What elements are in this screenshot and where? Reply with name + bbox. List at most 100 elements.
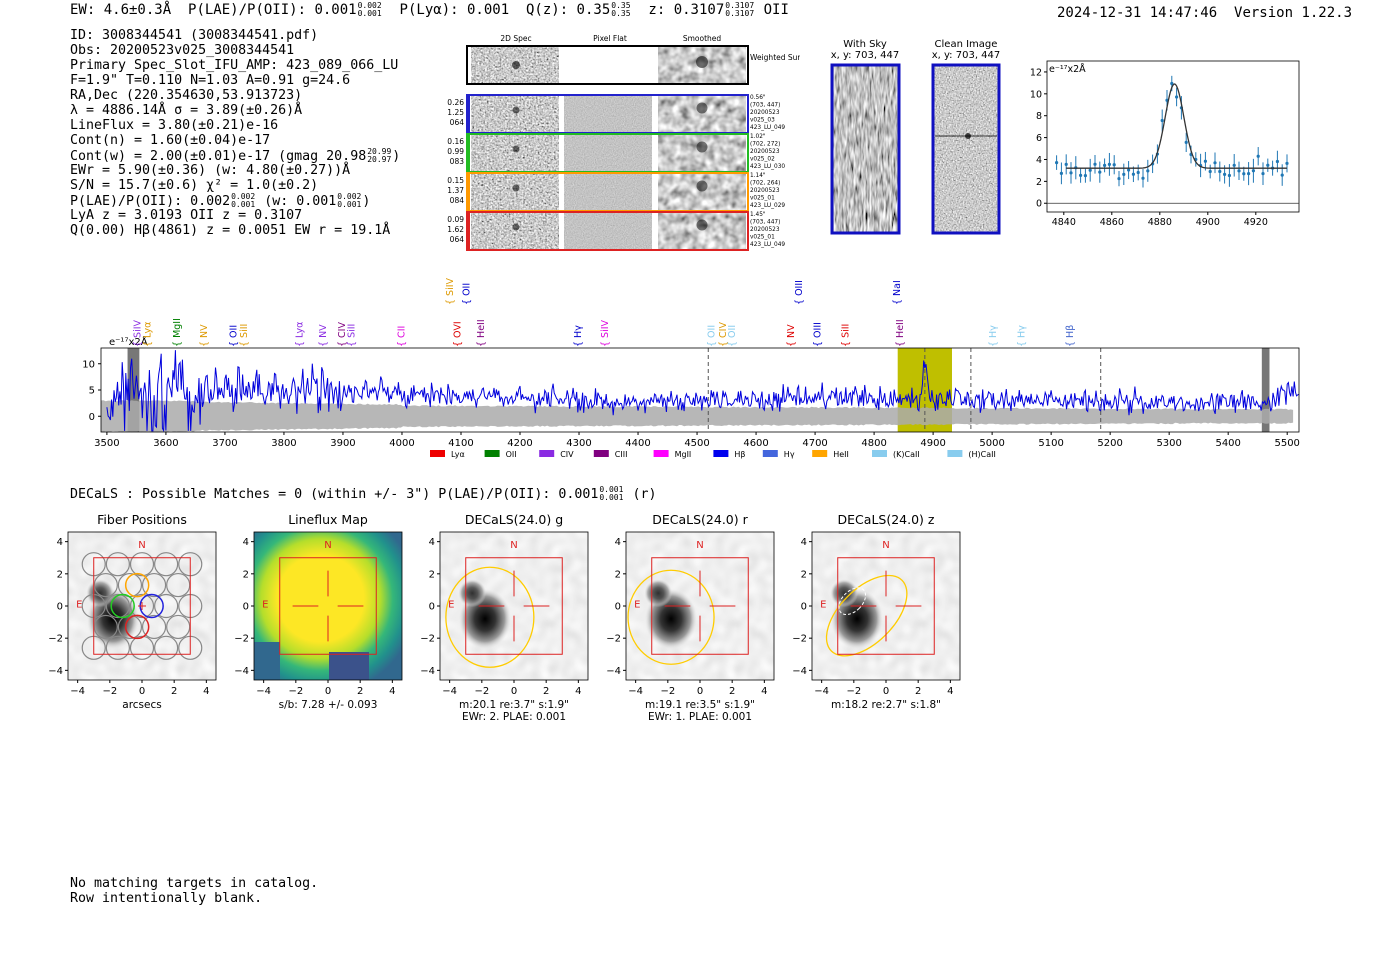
east-label: E (820, 600, 826, 611)
timestamp: 2024-12-31 14:47:46 (1057, 5, 1218, 21)
fit-point (1280, 173, 1284, 177)
spectrum-legend: Lyα OII CIV CIII MgII Hβ Hγ HeII (K)CaII (H)CaII (430, 450, 996, 459)
info-contn: Cont(n) = 1.60(±0.04)e-17 (70, 133, 271, 148)
info-lineflux: LineFlux = 3.80(±0.21)e-16 (70, 118, 279, 133)
row-stat-value: 0.26 (447, 98, 464, 107)
panel-xtick-label: 2 (729, 686, 735, 697)
fiber-circle (105, 593, 130, 619)
info-plae-w-hi: 0.002 (337, 192, 362, 201)
row-source-blob (512, 184, 520, 192)
imaging-panels: Fiber Positions N E −4 −4 −2 −2 0 0 2 2 4 4 arcsecs Li… (48, 512, 961, 723)
spectrum-xtick-label: 4500 (684, 438, 709, 449)
row-note: 0.56" (750, 95, 766, 101)
legend-label: (H)CaII (968, 450, 995, 459)
spectrum-line-label: { SiII (239, 324, 250, 347)
info-obs: Obs: 20200523v025_3008344541 (70, 43, 295, 58)
header-z: z: 0.3107 (648, 2, 725, 18)
fit-point (1112, 163, 1116, 167)
row-note: 423_LU_029 (750, 203, 785, 209)
panel-xtick-label: 4 (761, 686, 767, 697)
row-pixel-flat-image (564, 135, 652, 171)
fiber-circle (141, 614, 167, 640)
decals-hi: 0.001 (599, 485, 624, 494)
row-pixel-flat-image (564, 174, 652, 210)
row-note: (702, 264) (750, 181, 780, 187)
crosshair (478, 570, 550, 642)
info-plae-w-lo: 0.001 (337, 200, 362, 209)
info-lambda: λ = 4886.14Å σ = 3.89(±0.26)Å (70, 103, 303, 118)
north-label: N (696, 540, 703, 551)
spectrum-error-envelope (101, 400, 1294, 433)
row-stat-value: 0.99 (447, 147, 464, 156)
crosshair (850, 570, 922, 642)
imaging-panel: Lineflux Map N E −4 −4 −2 −2 0 0 2 2 4 4 s/b: 7.28 +/… (234, 512, 403, 711)
spectrum-xtick-label: 5400 (1215, 438, 1240, 449)
fiber-circle (129, 593, 155, 619)
info-ewr: EWr = 5.90(±0.36) (w: 4.80(±0.27))Å (70, 163, 351, 178)
spectrum-line-label: { Hγ (1017, 325, 1028, 347)
decals-lo: 0.001 (599, 493, 624, 502)
spectrum-xtick-label: 3800 (271, 438, 296, 449)
fiber-orange (124, 572, 150, 598)
detection-info: ID: 3008344541 (3008344541.pdf) Obs: 202… (70, 28, 400, 238)
sky-images: With Sky x, y: 703, 447 Clean Image x, y… (830, 39, 1001, 235)
panel-title: DECaLS(24.0) z (838, 512, 935, 527)
spectrum-line-label: { SiIV (600, 319, 611, 347)
fiber-circle (105, 635, 130, 660)
aperture-box (465, 557, 563, 655)
info-radec: RA,Dec (220.354630,53.913723) (70, 88, 303, 103)
spectrum-line-label: { Lyα (294, 322, 305, 347)
imaging-panel: DECaLS(24.0) z N E −4 −4 −2 −2 0 0 2 2 4 4 m:18.2 re:… (792, 512, 961, 711)
legend-swatch (539, 450, 555, 457)
row-smoothed-blob (696, 141, 708, 153)
panel-ytick-label: −4 (420, 666, 435, 677)
lineflux-low-region (254, 642, 280, 680)
fit-point (1059, 171, 1063, 175)
east-label: E (448, 600, 454, 611)
fit-point (1117, 177, 1121, 181)
fiber-circle (93, 614, 118, 640)
spectrum-xtick-label: 4900 (920, 438, 945, 449)
fiber-circle (129, 552, 155, 577)
row-note: 1.14" (750, 173, 766, 179)
panel-xtick-label: 2 (171, 686, 177, 697)
panel-ytick-label: 2 (615, 569, 621, 580)
fit-point (1079, 173, 1083, 177)
crosshair (137, 601, 147, 611)
fit-point (1218, 169, 1222, 174)
imaging-panel: DECaLS(24.0) g N E −4 −4 −2 −2 0 0 2 2 4 4 m:20.1 re:… (420, 512, 589, 723)
info-plae-lo: 0.001 (231, 200, 256, 209)
row-color-bar (467, 173, 470, 211)
fiber-circle (166, 614, 191, 640)
full-spectrum-chart: 3500 3600 3700 3800 3900 4000 4100 4200 4300 4400… (82, 277, 1300, 459)
spectrum-ytick-label: 0 (89, 412, 95, 423)
aperture-box (279, 557, 377, 655)
weighted-sum-label: Weighted Sum (750, 53, 800, 62)
panel-ytick-label: −2 (420, 634, 435, 645)
aperture-box (651, 557, 749, 655)
spectrum-line-label: { SiII (840, 324, 851, 347)
panel-xtick-label: −4 (814, 686, 829, 697)
fit-ytick-label: 8 (1036, 111, 1042, 122)
spectrum-line-label: { SiIV (445, 277, 456, 305)
legend-label: Hβ (734, 450, 745, 459)
panel-xtick-label: −2 (102, 686, 117, 697)
crosshair (664, 570, 736, 642)
spectrum-xtick-label: 3500 (94, 438, 119, 449)
panel-xtick-label: 2 (915, 686, 921, 697)
fit-point (1122, 172, 1126, 176)
col-2d-spec: 2D Spec (500, 34, 531, 43)
neighbor-ellipse (838, 587, 867, 616)
row-note: 20200523 (750, 110, 780, 116)
fit-point (1103, 163, 1107, 167)
fit-point (1266, 163, 1270, 167)
legend-label: Hγ (784, 450, 795, 459)
panel-xtick-label: 0 (139, 686, 145, 697)
panel-xtick-label: 4 (203, 686, 209, 697)
spectrum-xtick-label: 4100 (448, 438, 473, 449)
panel-ytick-label: 2 (57, 569, 63, 580)
panel-title: DECaLS(24.0) g (465, 512, 563, 527)
spectrum-ytick-label: 5 (89, 386, 95, 397)
info-contw-hi: 20.99 (367, 147, 392, 156)
fiber-circle (141, 572, 167, 598)
